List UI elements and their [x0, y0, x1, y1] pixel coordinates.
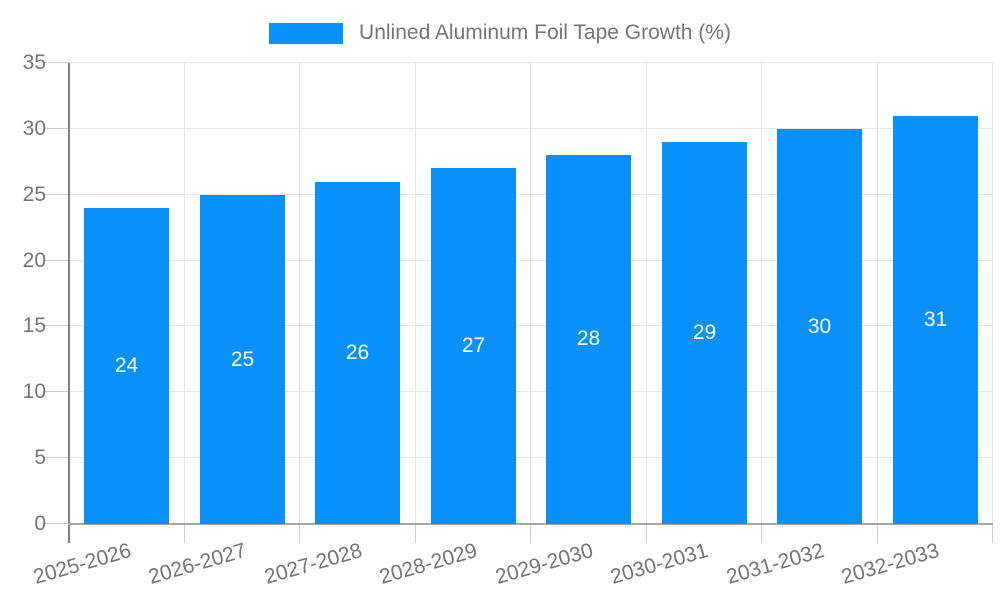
x-axis-line	[68, 523, 993, 525]
bar[interactable]: 26	[315, 182, 400, 524]
x-axis-tick	[530, 524, 531, 543]
x-axis-tick	[761, 524, 762, 543]
y-gridline	[69, 325, 993, 326]
y-tick-label: 5	[34, 446, 46, 469]
y-axis-tick	[44, 457, 69, 458]
x-gridline	[992, 63, 993, 524]
y-axis-tick	[44, 260, 69, 261]
x-gridline	[184, 63, 185, 524]
y-gridline	[69, 62, 993, 63]
x-tick-label: 2027-2028	[261, 539, 365, 589]
bar[interactable]: 31	[893, 116, 978, 524]
bar-value-label: 26	[345, 341, 370, 364]
y-axis-tick	[44, 523, 69, 524]
y-tick-label: 10	[22, 380, 46, 403]
x-axis-tick	[877, 524, 878, 543]
x-axis-tick	[184, 524, 185, 543]
x-axis-tick	[992, 524, 993, 543]
bar-value-label: 30	[807, 315, 832, 338]
legend-label: Unlined Aluminum Foil Tape Growth (%)	[359, 21, 731, 44]
y-tick-label: 20	[22, 249, 46, 272]
y-gridline	[69, 457, 993, 458]
x-axis-tick	[299, 524, 300, 543]
y-gridline	[69, 194, 993, 195]
bar[interactable]: 27	[431, 168, 516, 524]
y-axis-tick	[44, 62, 69, 63]
bar[interactable]: 30	[777, 129, 862, 524]
legend-swatch-icon	[269, 22, 344, 44]
x-gridline	[761, 63, 762, 524]
x-gridline	[877, 63, 878, 524]
x-tick-label: 2031-2032	[723, 539, 827, 589]
y-tick-label: 25	[22, 183, 46, 206]
bar[interactable]: 24	[84, 208, 169, 524]
x-gridline	[530, 63, 531, 524]
y-axis-tick	[44, 325, 69, 326]
x-tick-label: 2029-2030	[492, 539, 596, 589]
bar[interactable]: 28	[546, 155, 631, 524]
y-gridline	[69, 260, 993, 261]
x-axis-tick	[415, 524, 416, 543]
x-gridline	[415, 63, 416, 524]
y-tick-label: 15	[22, 314, 46, 337]
y-gridline	[69, 391, 993, 392]
bar-value-label: 28	[576, 327, 601, 350]
bar[interactable]: 25	[200, 195, 285, 524]
bar-value-label: 25	[230, 348, 255, 371]
y-tick-label: 0	[34, 512, 46, 535]
bar-value-label: 24	[114, 354, 139, 377]
x-tick-label: 2032-2033	[838, 539, 942, 589]
x-tick-label: 2025-2026	[30, 539, 134, 589]
bar-value-label: 27	[461, 334, 486, 357]
y-axis-tick	[44, 391, 69, 392]
legend-item[interactable]: Unlined Aluminum Foil Tape Growth (%)	[0, 21, 1000, 45]
x-gridline	[299, 63, 300, 524]
y-tick-label: 35	[22, 51, 46, 74]
bar[interactable]: 29	[662, 142, 747, 524]
x-axis-tick	[646, 524, 647, 543]
x-tick-label: 2030-2031	[607, 539, 711, 589]
y-axis-line	[68, 63, 70, 543]
bar-value-label: 31	[923, 308, 948, 331]
bar-value-label: 29	[692, 321, 717, 344]
y-gridline	[69, 128, 993, 129]
y-axis-tick	[44, 128, 69, 129]
y-axis-tick	[44, 194, 69, 195]
x-gridline	[646, 63, 647, 524]
x-tick-label: 2028-2029	[376, 539, 480, 589]
y-tick-label: 30	[22, 117, 46, 140]
x-tick-label: 2026-2027	[145, 539, 249, 589]
